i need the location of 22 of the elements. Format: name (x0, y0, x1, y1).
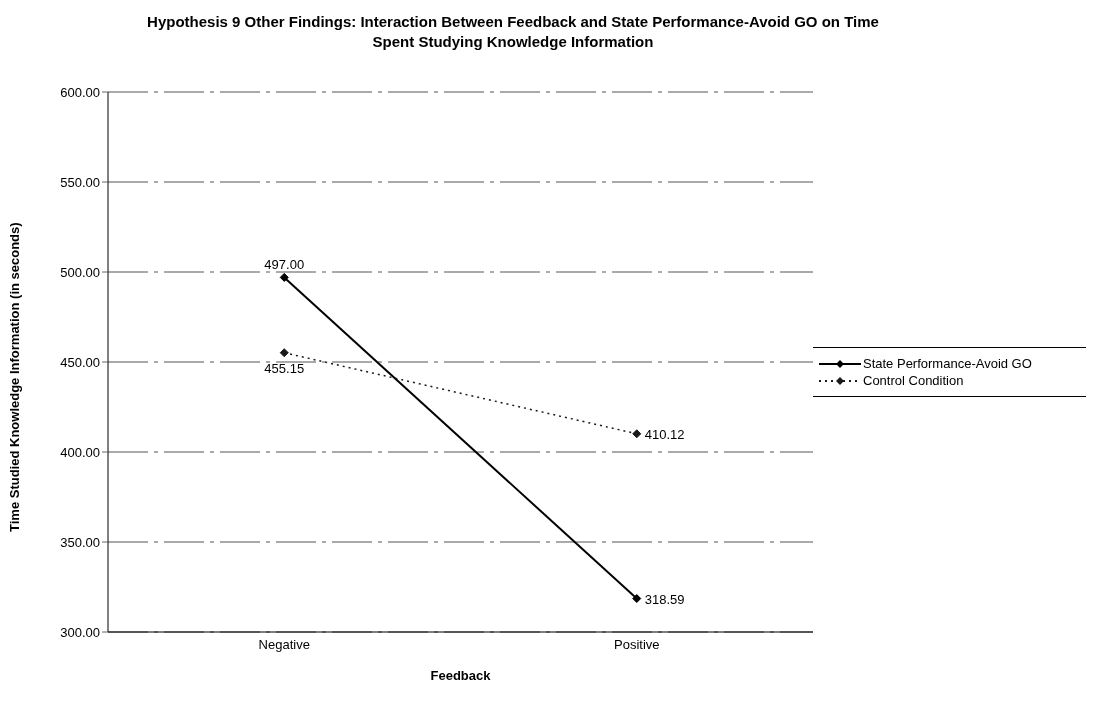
point (632, 429, 642, 439)
y-tick-label: 500.00 (60, 264, 100, 280)
x-axis-title: Feedback (430, 668, 492, 683)
y-tick-label: 350.00 (60, 534, 100, 550)
y-tick-label: 550.00 (60, 174, 100, 190)
data-label: 455.15 (264, 360, 305, 376)
data-label: 410.12 (644, 426, 685, 442)
point (279, 348, 289, 358)
data-label: 318.59 (644, 591, 685, 607)
x-tick-label: Positive (613, 637, 660, 653)
y-tick-label: 300.00 (60, 624, 100, 640)
chart-title: Hypothesis 9 Other Findings: Interaction Between Feedback and State Performance-Avoid GO on Time Spent Studying Knowledge Information (146, 12, 880, 52)
legend-label: State Performance-Avoid GO (863, 356, 1032, 371)
y-axis-title: Time Studied Knowledge Information (in seconds) (6, 222, 22, 532)
data-label: 497.00 (264, 257, 305, 273)
y-tick-label: 450.00 (60, 354, 100, 370)
y-tick-label: 600.00 (60, 84, 100, 100)
point (632, 594, 642, 604)
y-tick-label: 400.00 (60, 444, 100, 460)
point (279, 272, 289, 282)
x-tick-label: Negative (258, 637, 310, 653)
legend-label: Control Condition (863, 373, 964, 388)
